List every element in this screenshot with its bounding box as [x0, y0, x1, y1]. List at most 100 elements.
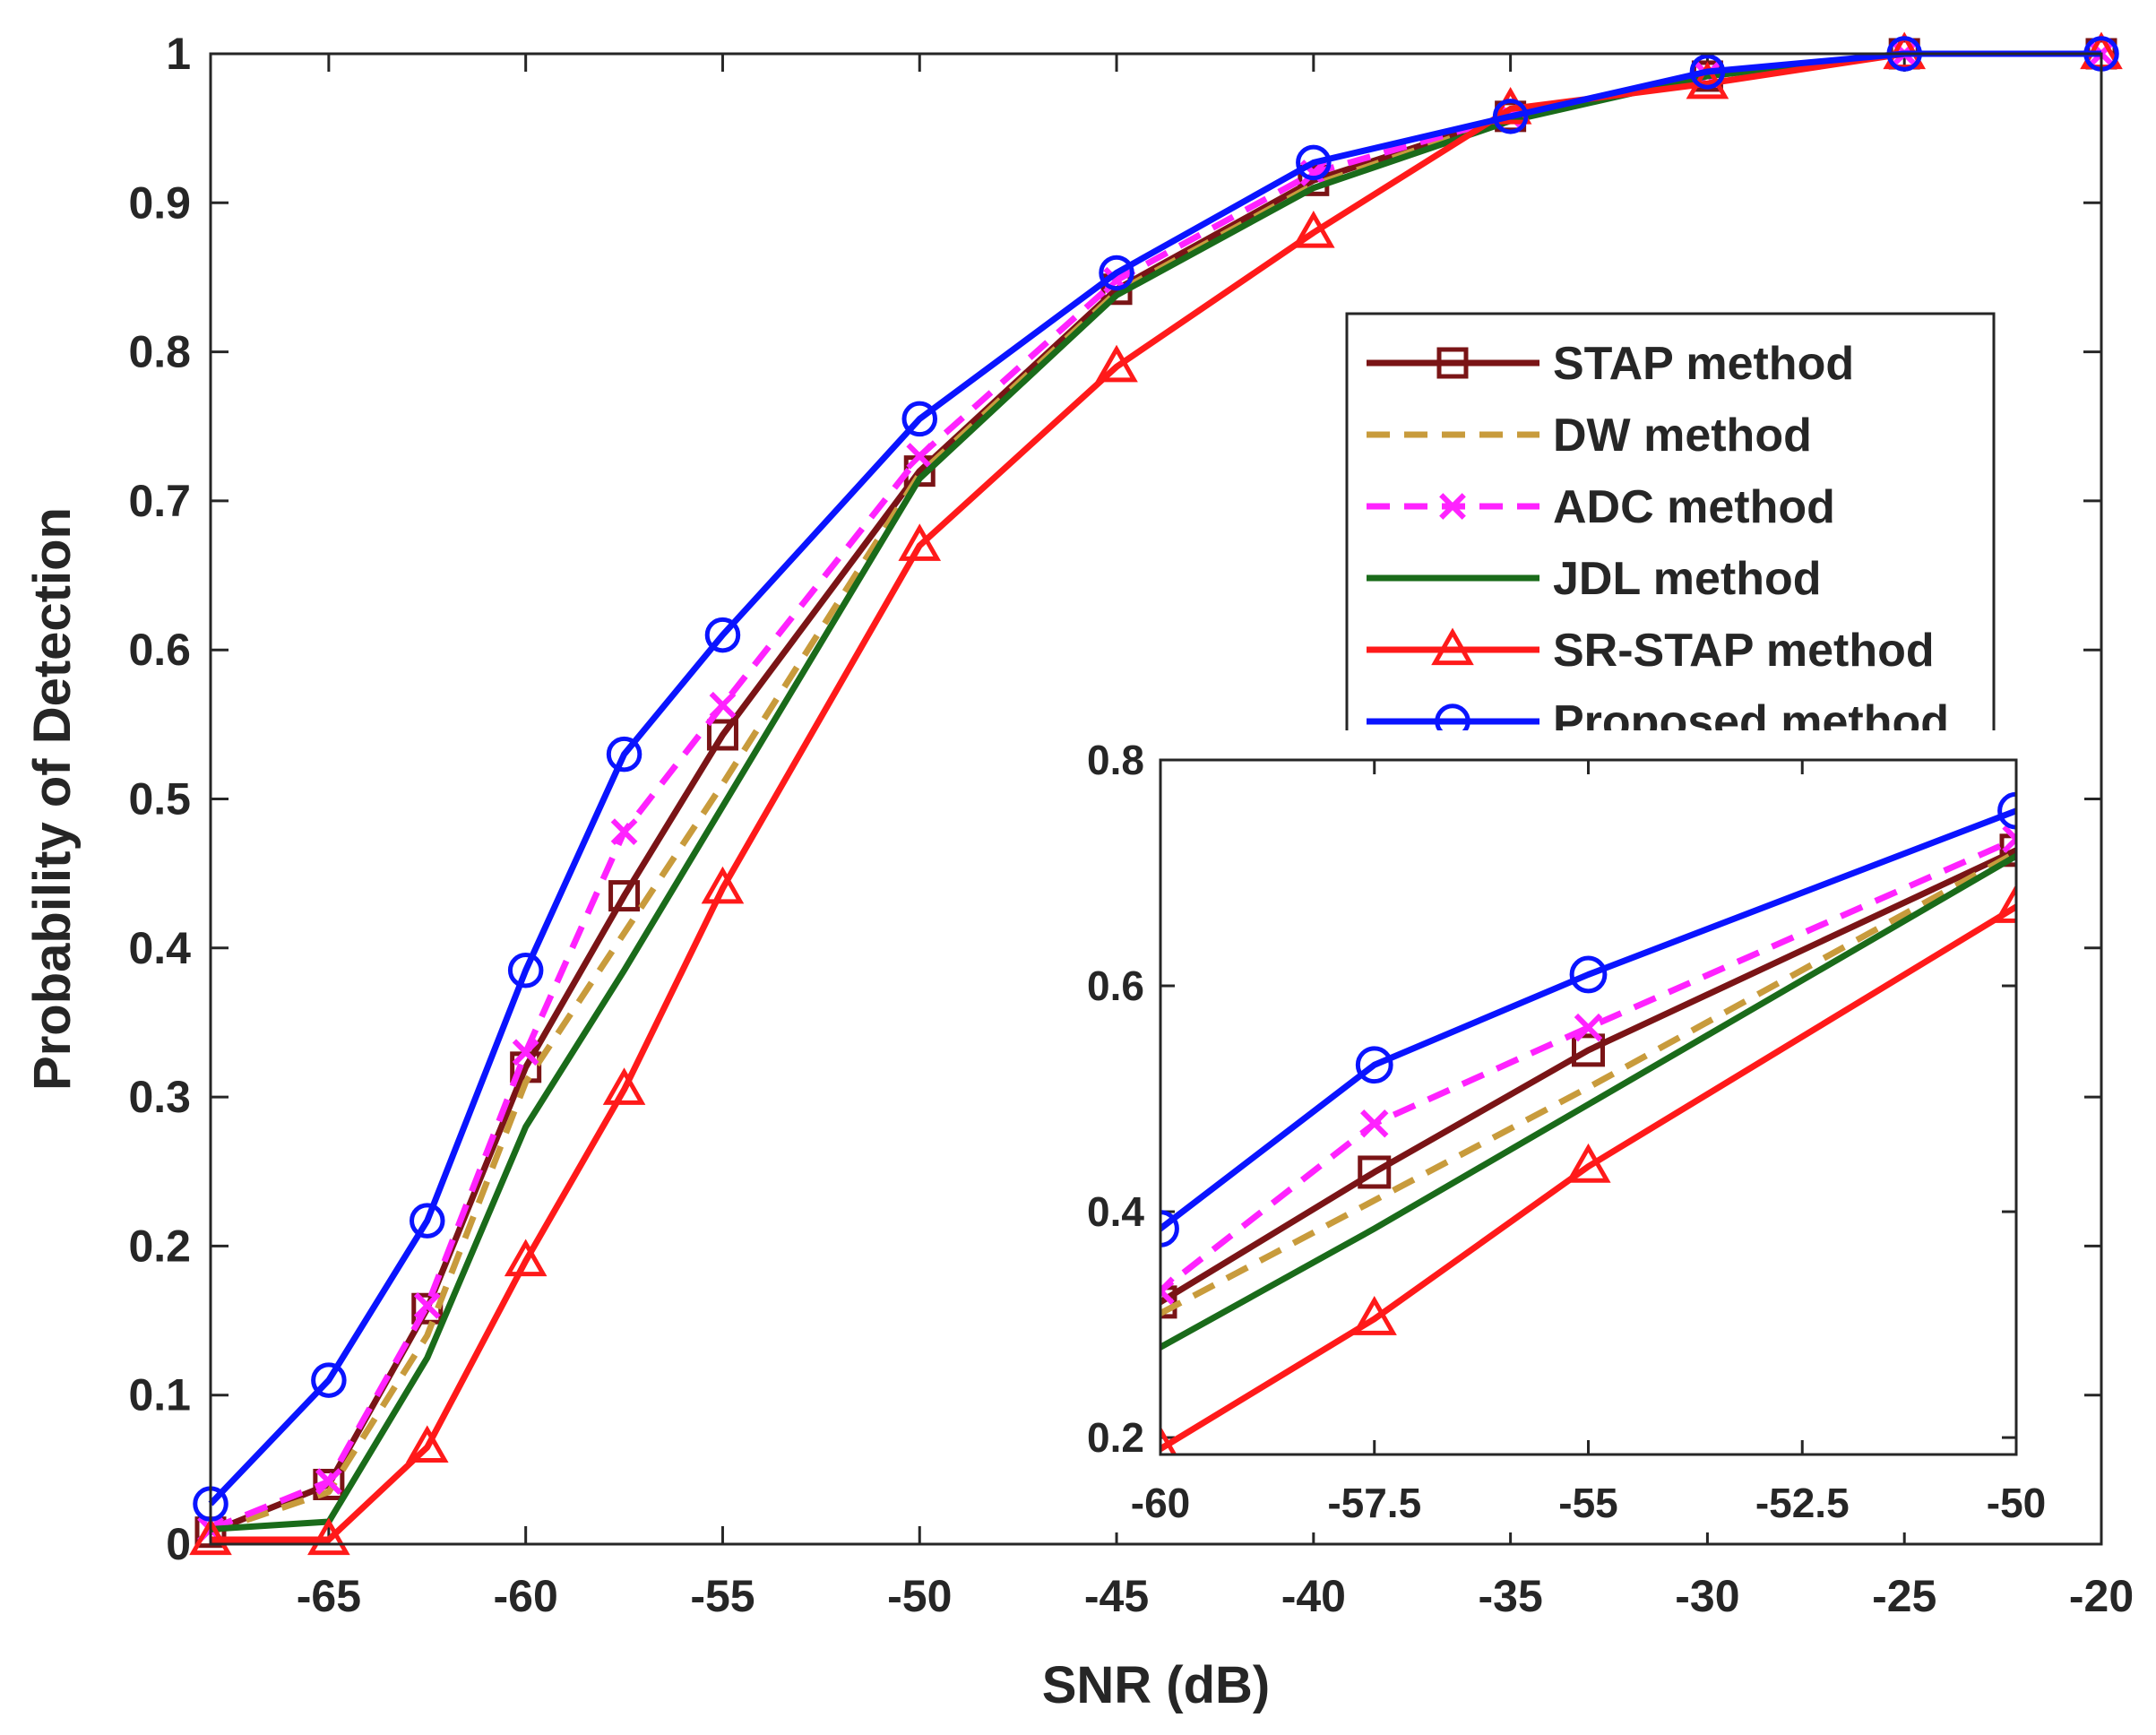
data-point: [1292, 211, 1335, 248]
x-tick-label: -30: [1675, 1571, 1739, 1621]
data-point: [901, 401, 937, 437]
data-point: [405, 1425, 449, 1463]
main-series-group: [189, 31, 2123, 1556]
x-tick-label: -65: [297, 1571, 361, 1621]
data-point: [1492, 99, 1529, 134]
inset-frame: [1159, 758, 2018, 1456]
data-point: [1296, 144, 1332, 181]
y-axis-title: Probability of Detection: [23, 507, 82, 1091]
data-point: [512, 1039, 539, 1066]
x-tick-label: -45: [1084, 1571, 1149, 1621]
data-point: [1095, 344, 1138, 383]
legend-item: DW method: [1367, 410, 1812, 462]
data-point: [1997, 791, 2016, 830]
data-point: [608, 880, 641, 912]
x-tick-label: -55: [690, 1571, 755, 1621]
inset-series-group: [1160, 791, 2016, 1454]
inset-x-tick-label: -50: [1987, 1480, 2046, 1526]
legend-item: JDL method: [1367, 553, 1822, 605]
data-point: [709, 691, 737, 719]
data-point: [1999, 833, 2016, 868]
y-tick-label: 0.3: [128, 1072, 191, 1122]
inset-plot: -60 -57.5 -55 -52.5 -50 0.2 0.4 0.6 0.8: [1087, 730, 2084, 1532]
series-line: [208, 50, 2101, 1506]
x-tick-label: -20: [2069, 1571, 2134, 1621]
inset-background: [1100, 730, 2084, 1532]
series-4: [210, 50, 2101, 1532]
x-tick-label: -50: [887, 1571, 952, 1621]
legend: STAP method DW method ADC method JDL method…: [1345, 312, 1996, 759]
data-point: [898, 523, 942, 561]
data-point: [1993, 883, 2016, 923]
x-tick-label: -35: [1478, 1571, 1542, 1621]
data-point: [1360, 1109, 1389, 1138]
series-3-inset: [1160, 824, 2016, 1305]
legend-marker: [1436, 347, 1469, 379]
inset-y-tick-label: 0.8: [1087, 737, 1144, 783]
data-point: [1355, 1046, 1393, 1084]
y-tick-label: 0.1: [128, 1370, 191, 1420]
x-tick-label: -25: [1872, 1571, 1936, 1621]
y-tick-label: 0.5: [128, 774, 191, 824]
data-point: [1488, 86, 1532, 125]
legend-label: STAP method: [1553, 338, 1854, 390]
series-1-inset: [1160, 833, 2016, 1319]
data-point: [413, 1292, 441, 1319]
data-point: [1160, 1210, 1179, 1247]
data-point: [315, 1468, 342, 1496]
series-line: [209, 50, 2101, 1536]
y-tick-label: 0: [166, 1519, 191, 1569]
data-point: [307, 1517, 350, 1556]
x-axis-title: SNR (dB): [1042, 1656, 1271, 1714]
y-tick-label: 1: [166, 29, 191, 79]
inset-y-tick-label: 0.2: [1087, 1414, 1144, 1461]
legend-label: SR-STAP method: [1553, 625, 1935, 677]
data-point: [410, 1203, 445, 1239]
legend-marker: [1439, 493, 1466, 520]
inset-y-tick-label: 0.6: [1087, 962, 1144, 1009]
data-point: [1572, 1033, 1605, 1067]
series-5-inset: [1160, 883, 2016, 1454]
legend-label: ADC method: [1553, 481, 1835, 533]
data-point: [704, 617, 741, 653]
data-point: [701, 866, 745, 904]
x-tick-label: -40: [1281, 1571, 1346, 1621]
data-point: [504, 1239, 548, 1277]
data-point: [1689, 54, 1726, 90]
inset-x-tick-label: -55: [1558, 1480, 1617, 1526]
data-point: [2002, 824, 2016, 853]
legend-item: ADC method: [1367, 481, 1835, 533]
data-point: [1351, 1295, 1397, 1335]
series-2: [209, 50, 2101, 1536]
legend-label: JDL method: [1553, 553, 1822, 605]
series-6-inset: [1160, 791, 2016, 1247]
y-tick-label: 0.4: [128, 923, 191, 973]
main-axis-ticks: -65 -60 -55 -50 -45 -40 -35 -30 -25 -20 0 0.1 0.2 0.3…: [128, 29, 2134, 1621]
series-line: [210, 50, 2101, 1532]
inset-x-tick-label: -60: [1131, 1480, 1190, 1526]
data-point: [706, 719, 738, 751]
data-point: [1574, 1013, 1603, 1042]
data-point: [1099, 255, 1134, 291]
data-point: [189, 1517, 232, 1556]
series-6: [193, 36, 2119, 1522]
inset-x-tick-label: -57.5: [1327, 1480, 1421, 1526]
series-line: [211, 50, 2101, 1543]
legend-label: DW method: [1553, 410, 1812, 462]
y-tick-label: 0.6: [128, 625, 191, 675]
x-tick-label: -60: [494, 1571, 558, 1621]
legend-box: [1345, 312, 1996, 759]
data-point: [1565, 1143, 1611, 1183]
legend-item: SR-STAP method: [1367, 625, 1935, 677]
y-tick-label: 0.2: [128, 1221, 191, 1271]
data-point: [1160, 1425, 1177, 1454]
data-point: [1686, 61, 1729, 99]
main-axes-frame: [209, 52, 2103, 1546]
legend-item: STAP method: [1367, 338, 1854, 390]
y-tick-label: 0.7: [128, 476, 191, 526]
data-point: [1358, 1155, 1392, 1189]
data-point: [606, 736, 642, 773]
data-point: [311, 1362, 347, 1398]
